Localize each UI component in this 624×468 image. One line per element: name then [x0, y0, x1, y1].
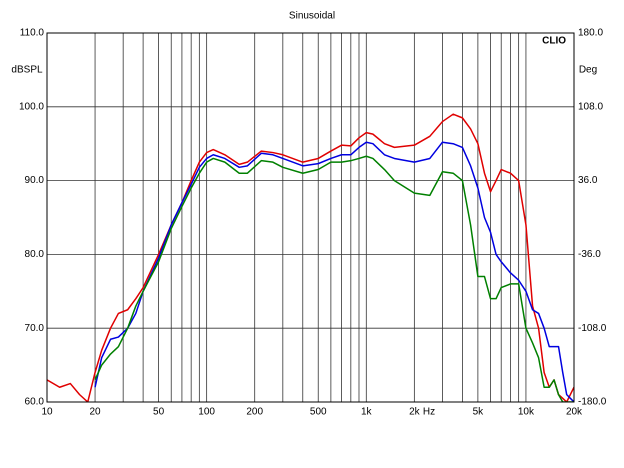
series-line	[94, 155, 574, 402]
plot	[47, 113, 574, 402]
y2-tick-label: -180.0	[578, 397, 607, 408]
x-tick-label: 20k	[566, 407, 583, 418]
y2-axis-label: Deg	[579, 65, 597, 76]
x-tick-label: 10k	[518, 407, 535, 418]
y2-tick-label: 180.0	[578, 28, 603, 39]
y-tick-label: 110.0	[20, 28, 45, 39]
chart-title: Sinusoidal	[289, 11, 335, 22]
series-line	[94, 141, 574, 402]
x-tick-label: 20	[89, 407, 101, 418]
y-tick-label: 60.0	[25, 397, 45, 408]
plot-frame	[46, 32, 575, 403]
y-tick-label: 70.0	[25, 323, 45, 334]
y-axis-label: dBSPL	[11, 65, 43, 76]
y2-tick-label: -108.0	[578, 323, 607, 334]
brand: CLIO	[542, 36, 566, 47]
x-tick-label: 1k	[361, 407, 373, 418]
x-tick-label: 200	[246, 407, 263, 418]
x-tick-label: 500	[310, 407, 327, 418]
y-tick-label: 100.0	[19, 101, 44, 112]
series-line	[47, 113, 574, 402]
x-tick-label: 50	[153, 407, 165, 418]
y-tick-label: 90.0	[25, 175, 45, 186]
y2-tick-label: 36.0	[578, 175, 598, 186]
y2-tick-label: 108.0	[578, 101, 603, 112]
x-tick-label: 10	[41, 407, 53, 418]
y-tick-label: 80.0	[25, 249, 45, 260]
grid	[47, 32, 574, 403]
x-axis-label: Hz	[423, 407, 435, 418]
y2-tick-label: -36.0	[578, 249, 601, 260]
x-tick-label: 100	[198, 407, 215, 418]
x-tick-label: 2k	[409, 407, 421, 418]
x-tick-label: 5k	[473, 407, 485, 418]
